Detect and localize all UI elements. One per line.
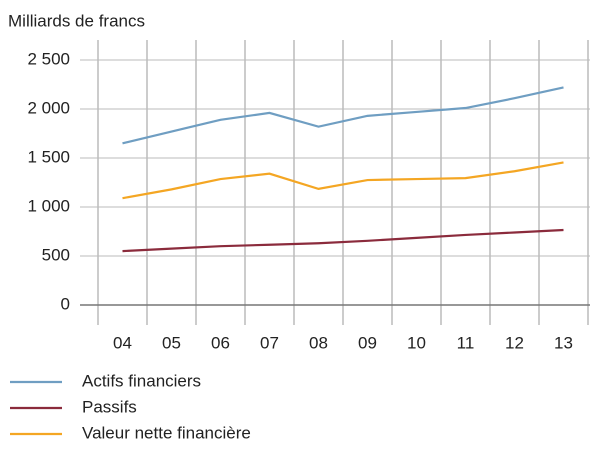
- y-tick-label: 2 000: [27, 98, 70, 117]
- x-tick-label: 10: [407, 333, 426, 352]
- legend-label: Passifs: [82, 397, 137, 416]
- series-line: [122, 228, 564, 253]
- x-tick-label: 09: [358, 333, 377, 352]
- legend-label: Valeur nette financière: [82, 423, 251, 442]
- x-tick-label: 08: [309, 333, 328, 352]
- legend-label: Actifs financiers: [82, 371, 201, 390]
- y-tick-label: 1 500: [27, 147, 70, 166]
- y-tick-label: 2 500: [27, 49, 70, 68]
- x-tick-label: 06: [211, 333, 230, 352]
- y-tick-label: 1 000: [27, 196, 70, 215]
- y-axis-label: Milliards de francs: [8, 11, 145, 30]
- y-tick-label: 0: [61, 294, 70, 313]
- y-tick-label: 500: [42, 245, 70, 264]
- x-tick-label: 12: [505, 333, 524, 352]
- series-line: [122, 161, 564, 200]
- x-tick-label: 05: [162, 333, 181, 352]
- x-tick-label: 13: [554, 333, 573, 352]
- x-tick-label: 07: [260, 333, 279, 352]
- series-line: [122, 86, 564, 145]
- x-tick-label: 04: [113, 333, 132, 352]
- x-tick-label: 11: [457, 333, 475, 352]
